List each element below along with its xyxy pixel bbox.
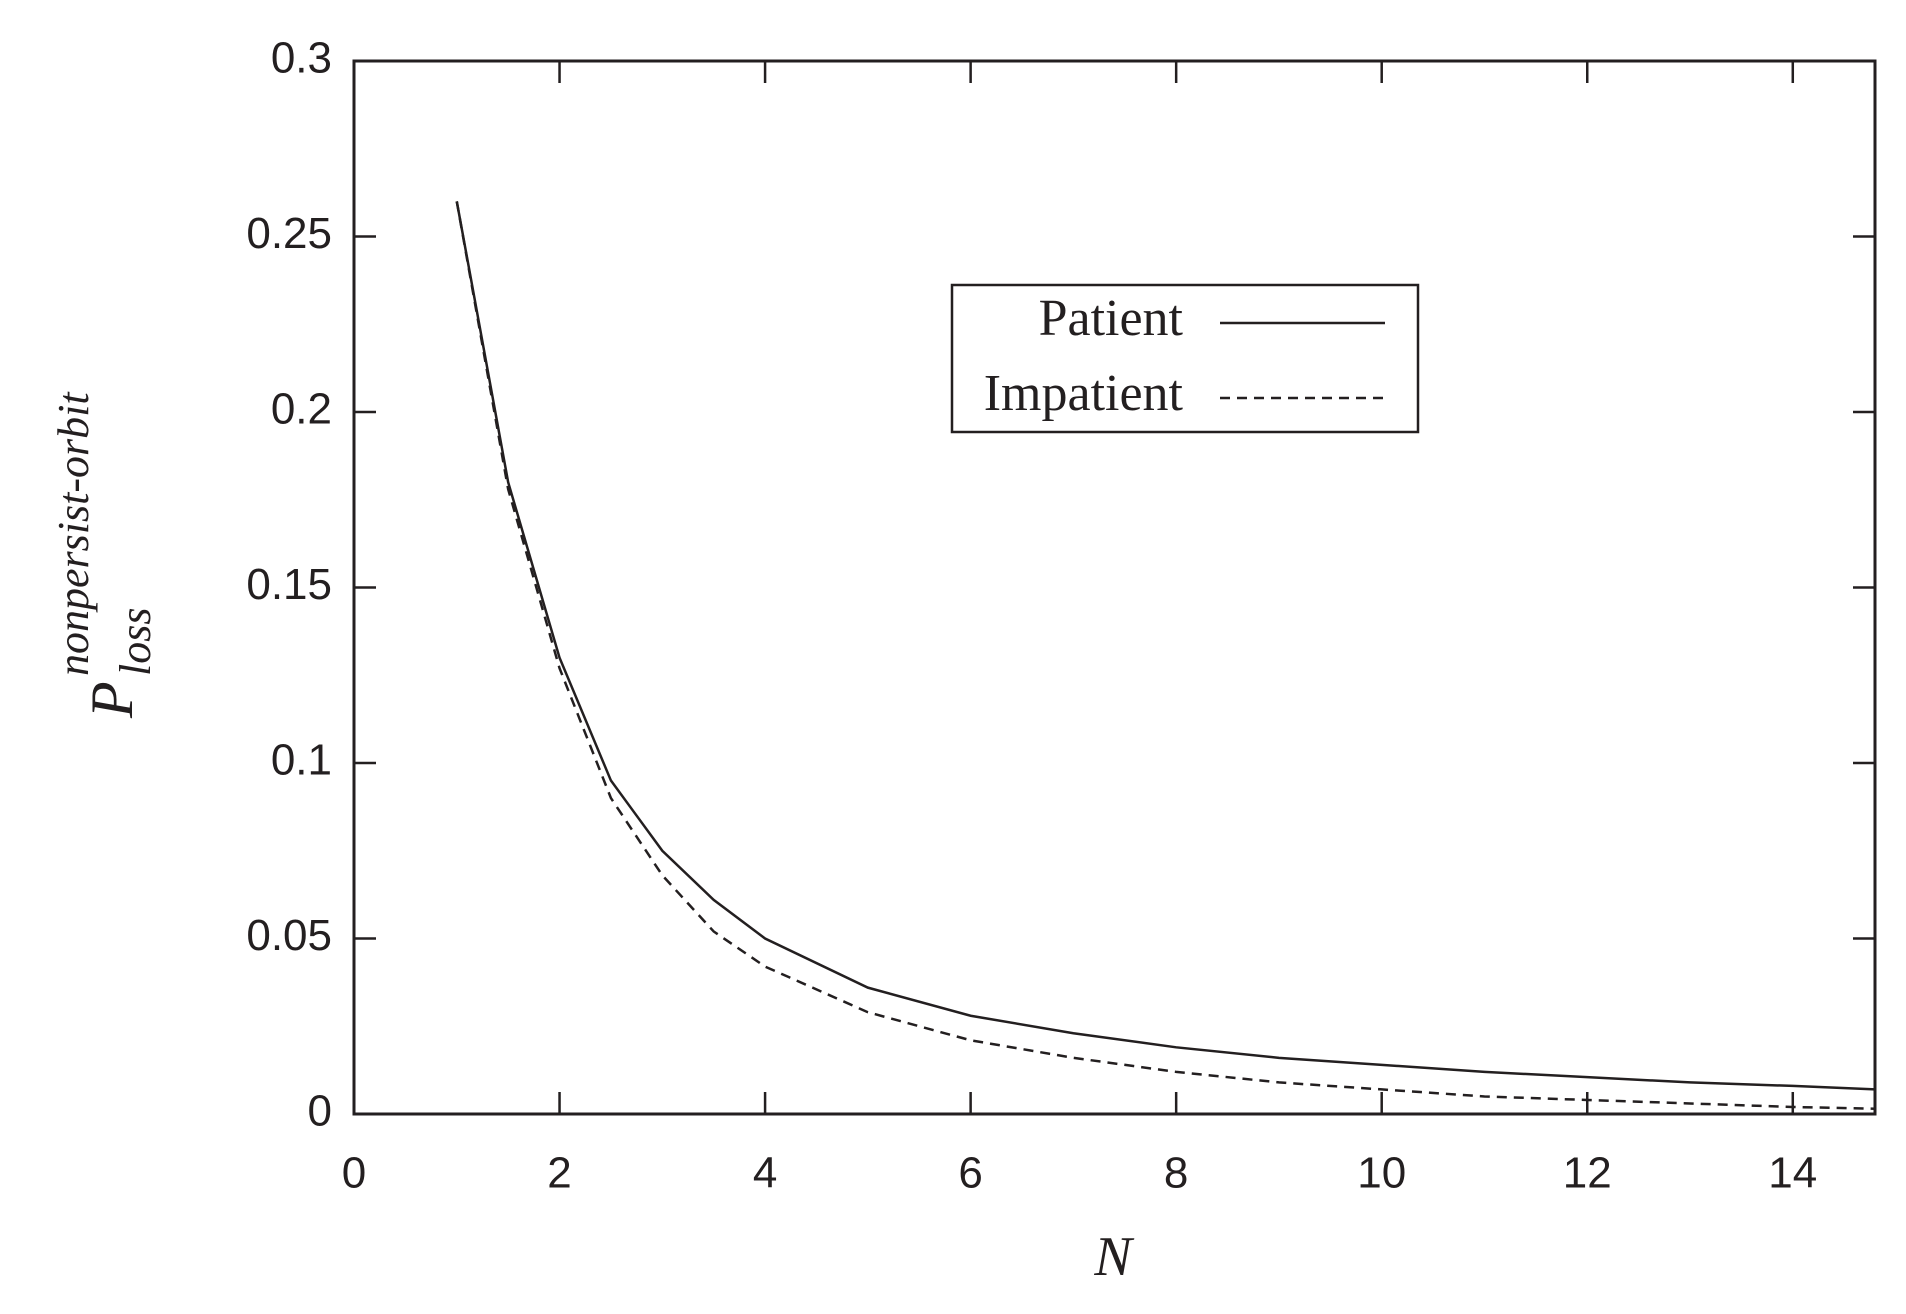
y-tick-label: 0.05 [246,911,332,960]
y-axis-label: P loss nonpersist-orbit [49,391,160,719]
x-tick-label: 12 [1563,1149,1612,1198]
legend-label: Impatient [984,365,1184,422]
x-tick-label: 4 [753,1149,777,1198]
series-line [455,201,1876,1091]
y-tick-label: 0 [308,1087,332,1136]
y-label-sup: nonpersist-orbit [49,391,98,676]
y-tick-label: 0.2 [271,385,332,434]
y-label-sub: loss [111,608,160,676]
x-tick-label: 6 [958,1149,982,1198]
y-tick-label: 0.25 [246,209,332,258]
x-tick-label: 0 [342,1149,366,1198]
x-tick-label: 10 [1357,1149,1406,1198]
y-tick-label: 0.3 [271,34,332,83]
y-tick-label: 0.15 [246,560,332,609]
plot-frame [352,59,1877,1116]
series-line [455,201,1876,1110]
legend-box [950,283,1420,434]
legend-label: Patient [1039,290,1184,347]
x-tick-label: 8 [1164,1149,1188,1198]
x-axis-label: N [1093,1226,1134,1288]
x-tick-label: 2 [547,1149,571,1198]
y-tick-label: 0.1 [271,736,332,785]
x-tick-label: 14 [1768,1149,1817,1198]
y-label-base: P [79,681,145,719]
